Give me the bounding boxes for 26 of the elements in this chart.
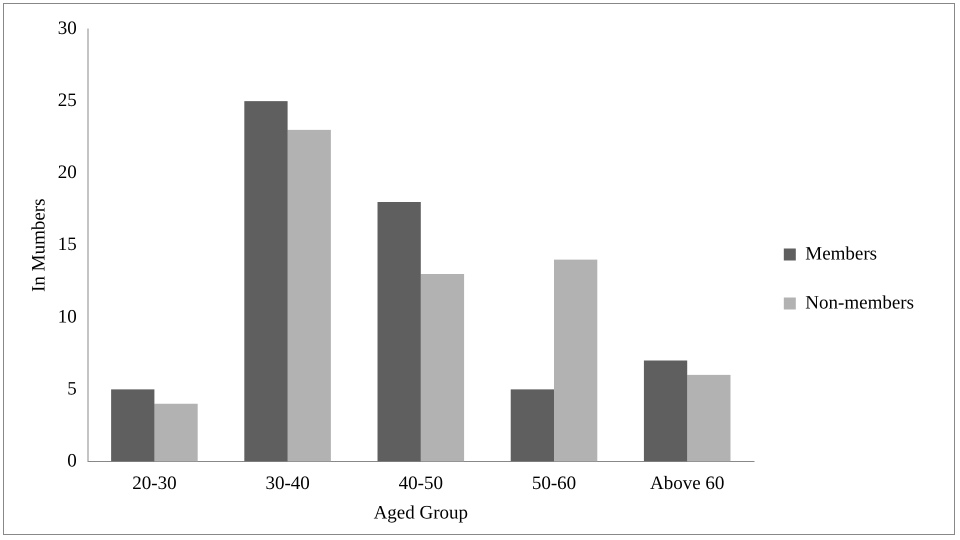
bar: [154, 404, 198, 462]
y-tick-label: 30: [58, 18, 77, 39]
bar: [644, 360, 688, 462]
y-tick-label: 15: [58, 234, 77, 256]
bar: [687, 374, 730, 462]
bar: [420, 274, 464, 462]
bar: [111, 389, 154, 462]
legend-label: Members: [805, 243, 878, 264]
x-axis-title: Aged Group: [374, 502, 468, 524]
y-tick-label: 5: [67, 378, 77, 400]
x-tick-label: 40-50: [398, 472, 443, 494]
bar: [244, 101, 288, 462]
y-tick-label: 20: [58, 162, 77, 184]
legend-label: Non-members: [805, 292, 914, 314]
bar: [554, 260, 598, 462]
y-tick-label: 0: [67, 450, 77, 472]
bar: [288, 130, 331, 462]
x-tick-label: Above 60: [650, 472, 724, 494]
y-tick-label: 25: [58, 90, 77, 112]
x-tick-label: 50-60: [532, 472, 576, 494]
x-tick-label: 20-30: [132, 472, 177, 494]
y-tick-label: 10: [58, 306, 77, 328]
bar: [378, 202, 421, 462]
bar: [510, 389, 554, 462]
x-tick-label: 30-40: [265, 472, 310, 494]
y-axis-title: In Mumbers: [28, 198, 50, 292]
